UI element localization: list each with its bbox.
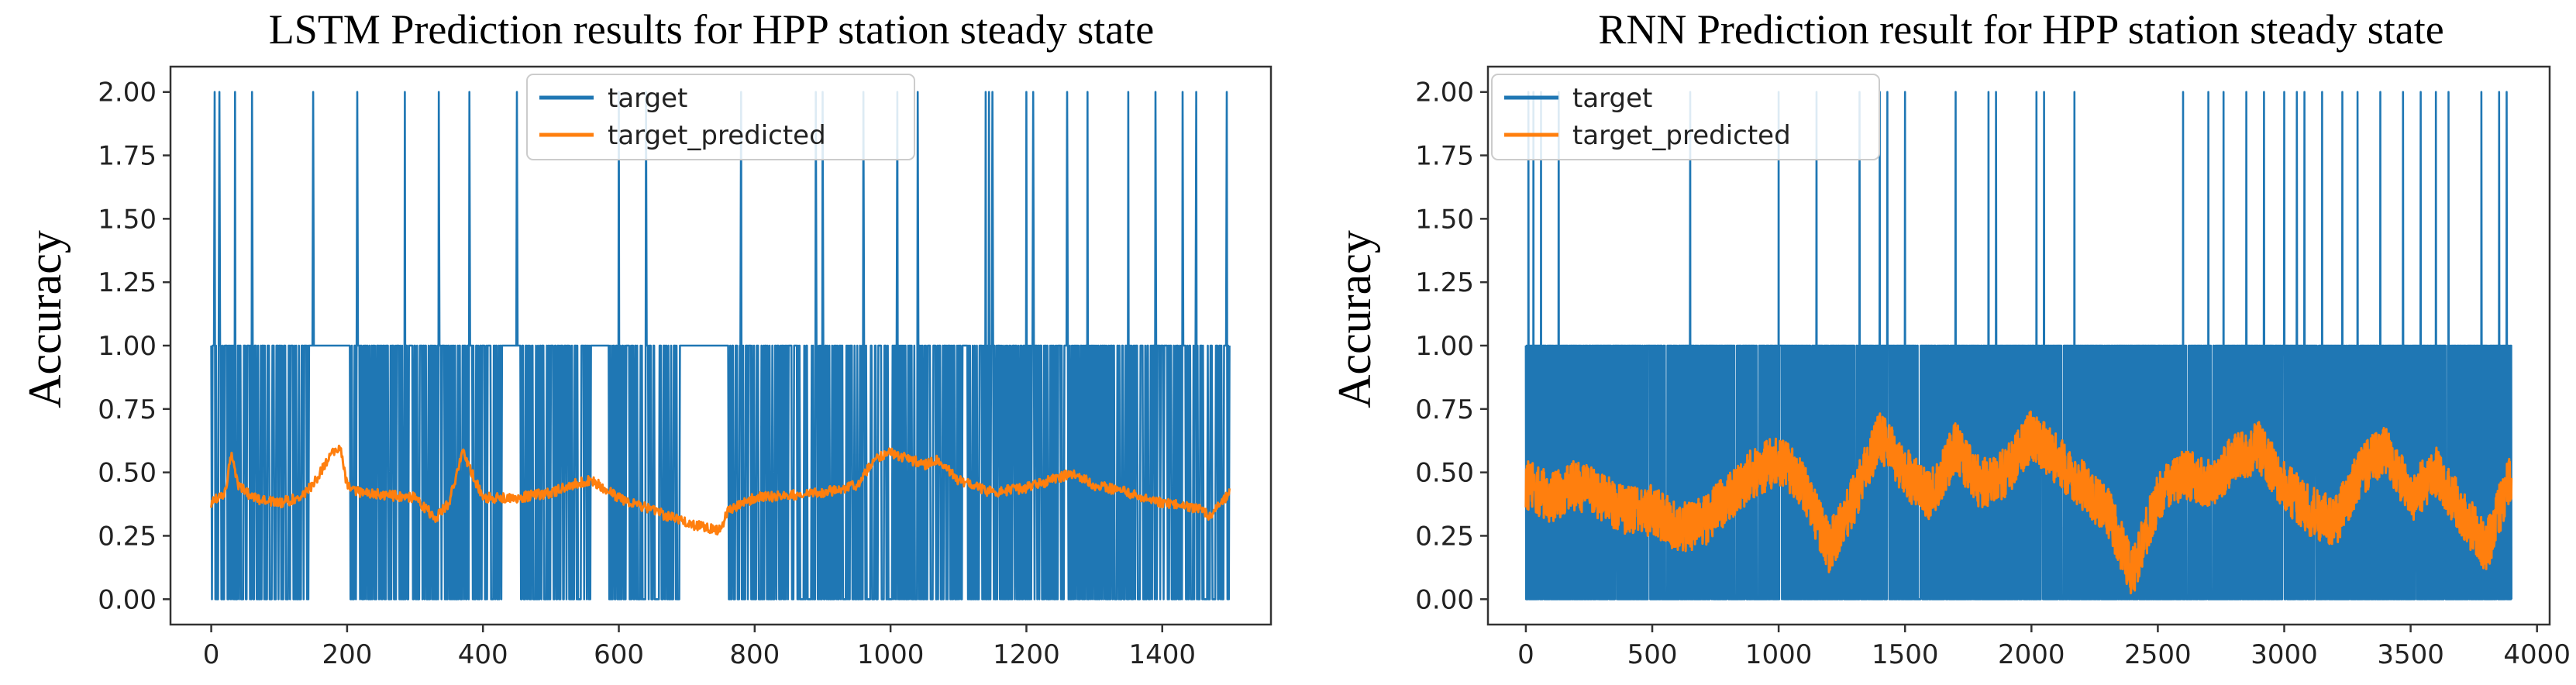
rnn-chart-panel: RNN Prediction result for HPP station st…: [1329, 6, 2571, 670]
rnn-y-tick-label: 2.00: [1415, 77, 1474, 108]
rnn-series-target-predicted-line: [1524, 410, 2513, 594]
lstm-y-tick-label: 1.50: [98, 204, 157, 235]
rnn-x-tick-label: 1000: [1745, 639, 1813, 670]
rnn-legend: target target_predicted: [1491, 74, 1880, 160]
rnn-x-tick-label: 3000: [2251, 639, 2318, 670]
lstm-x-tick-label: 1200: [993, 639, 1060, 670]
rnn-x-tick-label: 0: [1517, 639, 1534, 670]
rnn-y-tick-label: 0.75: [1415, 394, 1474, 425]
lstm-legend-box: [526, 74, 915, 160]
rnn-y-tick-label: 1.25: [1415, 267, 1474, 298]
lstm-x-tick-label: 400: [458, 639, 508, 670]
lstm-y-tick-label: 0.00: [98, 584, 157, 615]
rnn-x-tick-label: 3500: [2377, 639, 2444, 670]
rnn-x-tick-label: 2000: [1998, 639, 2065, 670]
rnn-y-tick-label: 1.75: [1415, 141, 1474, 172]
rnn-y-tick-label: 0.00: [1415, 584, 1474, 615]
lstm-y-axis-label: Accuracy: [19, 230, 71, 408]
lstm-series-target-line: [210, 91, 1231, 601]
lstm-legend-label-target-predicted: target_predicted: [608, 120, 826, 151]
rnn-y-tick-label: 1.00: [1415, 331, 1474, 362]
rnn-y-axis-label: Accuracy: [1329, 230, 1380, 408]
lstm-x-tick-label: 1000: [857, 639, 925, 670]
rnn-y-tick-label: 1.50: [1415, 204, 1474, 235]
lstm-chart-title: LSTM Prediction results for HPP station …: [269, 6, 1154, 53]
rnn-chart-title: RNN Prediction result for HPP station st…: [1598, 6, 2443, 53]
lstm-legend-label-target: target: [608, 83, 687, 114]
rnn-x-tick-label: 500: [1627, 639, 1678, 670]
lstm-legend: target target_predicted: [526, 74, 915, 160]
lstm-chart-panel: LSTM Prediction results for HPP station …: [19, 6, 1273, 670]
lstm-x-tick-label: 600: [594, 639, 644, 670]
rnn-y-tick-label: 0.25: [1415, 521, 1474, 552]
lstm-y-tick-label: 0.75: [98, 394, 157, 425]
rnn-legend-label-target-predicted: target_predicted: [1572, 120, 1791, 151]
lstm-y-tick-label: 2.00: [98, 77, 157, 108]
rnn-x-tick-label: 1500: [1872, 639, 1939, 670]
lstm-y-tick-label: 1.25: [98, 267, 157, 298]
rnn-legend-label-target: target: [1572, 83, 1652, 114]
lstm-y-tick-label: 1.00: [98, 331, 157, 362]
lstm-x-tick-label: 200: [322, 639, 372, 670]
rnn-x-tick-label: 2500: [2124, 639, 2192, 670]
lstm-y-tick-label: 0.25: [98, 521, 157, 552]
lstm-x-tick-label: 800: [729, 639, 780, 670]
rnn-x-tick-label: 4000: [2503, 639, 2571, 670]
rnn-legend-box: [1491, 74, 1880, 160]
lstm-series-target-predicted-line: [210, 444, 1231, 536]
lstm-y-tick-label: 0.50: [98, 458, 157, 489]
rnn-y-tick-label: 0.50: [1415, 458, 1474, 489]
lstm-x-tick-label: 1400: [1128, 639, 1196, 670]
lstm-x-tick-label: 0: [203, 639, 220, 670]
lstm-y-tick-label: 1.75: [98, 141, 157, 172]
